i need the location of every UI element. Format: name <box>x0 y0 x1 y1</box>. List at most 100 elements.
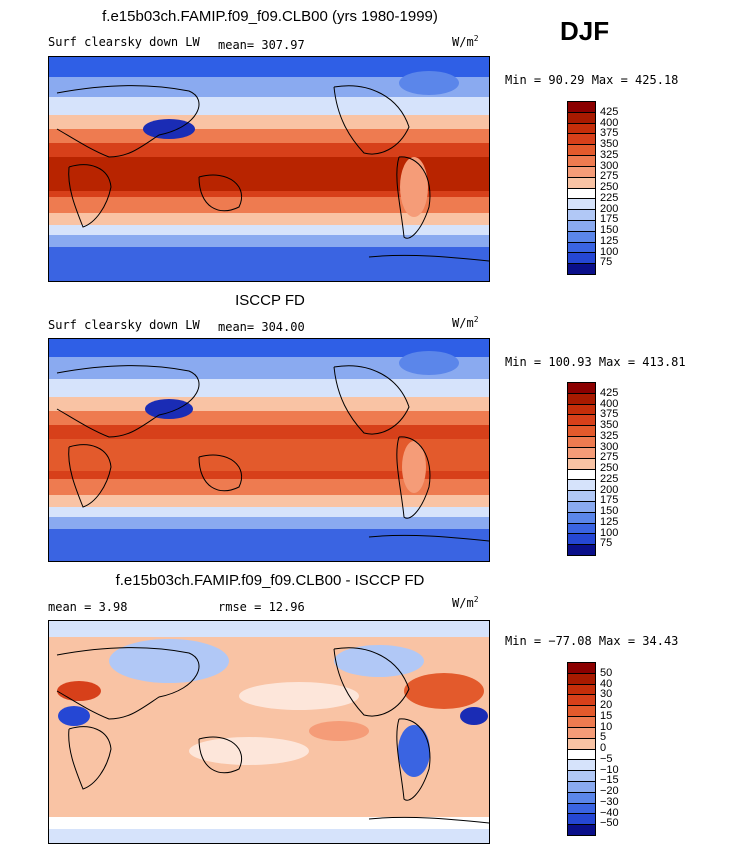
colorbar-tick: −30 <box>600 795 619 808</box>
colorbar-tick: 175 <box>600 213 619 226</box>
panel2-minmax: Min = 100.93 Max = 413.81 <box>505 355 686 369</box>
colorbar-swatch <box>568 738 595 750</box>
panel3-rmse-label: rmse = 12.96 <box>218 600 305 614</box>
colorbar-tick: 125 <box>600 515 619 528</box>
colorbar-swatch <box>568 749 595 761</box>
colorbar-swatch <box>568 437 595 448</box>
panel2-title: ISCCP FD <box>235 292 305 309</box>
colorbar-tick: 225 <box>600 191 619 204</box>
colorbar-tick: 300 <box>600 440 619 453</box>
colorbar-swatch <box>568 523 595 535</box>
colorbar-swatch <box>568 717 595 728</box>
colorbar-tick: 15 <box>600 709 613 722</box>
colorbar-swatch <box>568 825 595 835</box>
colorbar-swatch <box>568 501 595 513</box>
colorbar-tick: 275 <box>600 170 619 183</box>
colorbar-tick: 400 <box>600 397 619 410</box>
colorbar-swatch <box>568 781 595 793</box>
colorbar-swatch <box>568 458 595 470</box>
colorbar-tick: 30 <box>600 688 613 701</box>
colorbar-swatch <box>568 393 595 405</box>
colorbar-tick: 10 <box>600 720 613 733</box>
colorbar-swatch <box>568 112 595 124</box>
panel3-colorbar <box>567 662 596 836</box>
colorbar-tick: 350 <box>600 419 619 431</box>
colorbar-tick: 175 <box>600 494 619 507</box>
colorbar-swatch <box>568 426 595 438</box>
colorbar-tick: 75 <box>600 256 613 269</box>
colorbar-tick: −40 <box>600 806 619 819</box>
colorbar-tick: 75 <box>600 537 613 550</box>
panel3-colorbar-ticks: 50 40 30 20 15 10 5 0 −5 −10 −15 −20 −30… <box>600 662 640 834</box>
panel3-units: W/m2 <box>452 595 479 610</box>
panel1-colorbar <box>567 101 596 275</box>
colorbar-swatch <box>568 102 595 113</box>
colorbar-tick: 425 <box>600 105 619 118</box>
colorbar-swatch <box>568 231 595 243</box>
colorbar-swatch <box>568 383 595 394</box>
panel1-minmax: Min = 90.29 Max = 425.18 <box>505 73 679 87</box>
colorbar-swatch <box>568 803 595 815</box>
colorbar-tick: 250 <box>600 181 619 193</box>
colorbar-swatch <box>568 264 595 274</box>
colorbar-swatch <box>568 415 595 427</box>
colorbar-tick: 100 <box>600 245 619 258</box>
panel1-colorbar-ticks: 425 400 375 350 325 300 275 250 225 200 … <box>600 101 640 273</box>
panel2-colorbar <box>567 382 596 556</box>
colorbar-swatch <box>568 771 595 782</box>
colorbar-tick: 225 <box>600 472 619 485</box>
colorbar-tick: −15 <box>600 774 619 787</box>
colorbar-swatch <box>568 727 595 739</box>
colorbar-tick: 50 <box>600 666 613 679</box>
panel3-map <box>48 620 490 844</box>
colorbar-tick: 20 <box>600 699 613 711</box>
colorbar-tick: 375 <box>600 127 619 140</box>
colorbar-swatch <box>568 404 595 416</box>
panel2-units: W/m2 <box>452 315 479 330</box>
colorbar-tick: 150 <box>600 224 619 236</box>
panel2-variable-label: Surf clearsky down LW <box>48 318 200 332</box>
colorbar-tick: 325 <box>600 429 619 442</box>
colorbar-tick: 5 <box>600 731 607 744</box>
colorbar-swatch <box>568 253 595 265</box>
colorbar-tick: 375 <box>600 408 619 421</box>
colorbar-tick: 350 <box>600 138 619 150</box>
colorbar-swatch <box>568 123 595 135</box>
colorbar-tick: 250 <box>600 462 619 474</box>
colorbar-tick: 125 <box>600 234 619 247</box>
colorbar-swatch <box>568 695 595 707</box>
colorbar-swatch <box>568 545 595 555</box>
colorbar-swatch <box>568 199 595 211</box>
panel2-mean-label: mean= 304.00 <box>218 320 305 334</box>
colorbar-tick: −20 <box>600 785 619 797</box>
colorbar-tick: 300 <box>600 159 619 172</box>
colorbar-tick: 150 <box>600 505 619 517</box>
colorbar-swatch <box>568 177 595 189</box>
colorbar-tick: 40 <box>600 677 613 690</box>
panel1-mean-label: mean= 307.97 <box>218 38 305 52</box>
colorbar-tick: 0 <box>600 742 607 754</box>
panel2-colorbar-ticks: 425 400 375 350 325 300 275 250 225 200 … <box>600 382 640 554</box>
colorbar-tick: 200 <box>600 483 619 496</box>
colorbar-swatch <box>568 156 595 167</box>
colorbar-swatch <box>568 673 595 685</box>
colorbar-swatch <box>568 534 595 546</box>
colorbar-tick: 275 <box>600 451 619 464</box>
season-label: DJF <box>560 16 610 46</box>
colorbar-swatch <box>568 210 595 221</box>
colorbar-swatch <box>568 242 595 254</box>
panel3-mean-label: mean = 3.98 <box>48 600 128 614</box>
colorbar-swatch <box>568 760 595 772</box>
colorbar-swatch <box>568 447 595 459</box>
colorbar-tick: 400 <box>600 116 619 129</box>
panel3-minmax: Min = −77.08 Max = 34.43 <box>505 634 679 648</box>
panel2-map <box>48 338 490 562</box>
colorbar-swatch <box>568 512 595 524</box>
colorbar-swatch <box>568 166 595 178</box>
panel3-title: f.e15b03ch.FAMIP.f09_f09.CLB00 - ISCCP F… <box>115 572 425 589</box>
panel1-map-field <box>49 57 489 281</box>
panel1-units: W/m2 <box>452 34 479 49</box>
colorbar-swatch <box>568 706 595 718</box>
colorbar-swatch <box>568 220 595 232</box>
colorbar-swatch <box>568 814 595 826</box>
